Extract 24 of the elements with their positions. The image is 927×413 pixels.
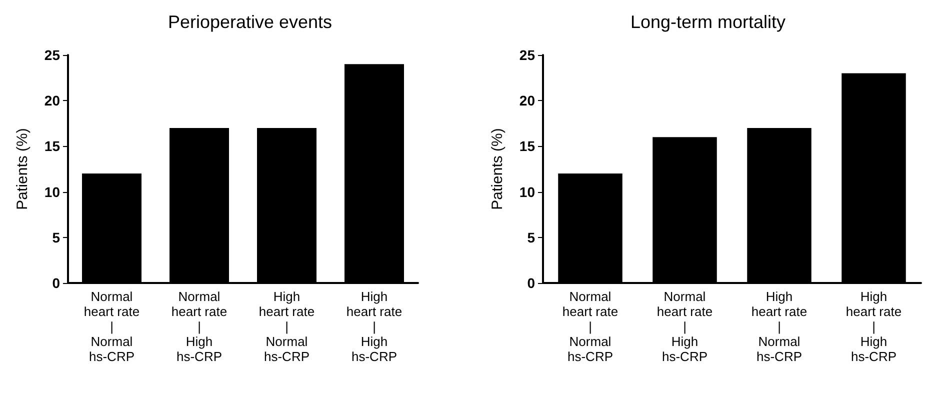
y-axis-title: Patients (%): [489, 128, 506, 210]
x-tick-label: Normal heart rate | Normal hs-CRP: [562, 289, 618, 364]
x-tick-label: Normal heart rate | High hs-CRP: [171, 289, 228, 364]
y-tick-label: 20: [519, 92, 536, 109]
x-tick-label: High heart rate | Normal hs-CRP: [258, 289, 315, 364]
x-tick-label: High heart rate | High hs-CRP: [346, 289, 402, 364]
y-tick-label: 15: [44, 138, 60, 154]
y-tick-label: 5: [527, 229, 536, 246]
chart-title: Perioperative events: [168, 12, 332, 32]
x-tick-label: Normal heart rate | Normal hs-CRP: [84, 289, 140, 364]
y-tick-label: 0: [527, 275, 536, 291]
y-tick-label: 10: [44, 184, 60, 200]
y-tick-label: 15: [519, 138, 536, 154]
y-tick-label: 0: [52, 275, 60, 291]
chart-title: Long-term mortality: [630, 12, 786, 32]
y-tick-label: 20: [44, 92, 60, 109]
y-axis-title: Patients (%): [14, 128, 31, 210]
y-tick-label: 10: [519, 184, 536, 200]
x-tick-label: High heart rate | Normal hs-CRP: [751, 289, 808, 364]
x-tick-label: High heart rate | High hs-CRP: [846, 289, 902, 364]
x-tick-label: Normal heart rate | High hs-CRP: [656, 289, 713, 364]
y-tick-label: 25: [519, 47, 536, 63]
y-tick-label: 5: [52, 229, 60, 246]
y-tick-label: 25: [44, 47, 60, 63]
